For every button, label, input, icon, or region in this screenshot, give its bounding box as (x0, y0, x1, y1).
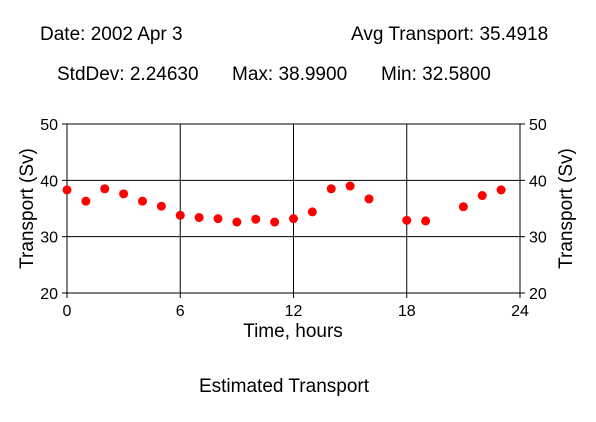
min-label: Min: 32.5800 (381, 64, 491, 85)
data-point (232, 217, 242, 227)
data-point (138, 196, 147, 206)
data-point (345, 181, 355, 191)
data-point (421, 216, 431, 226)
data-point (194, 213, 204, 223)
date-label: Date: 2002 Apr 3 (40, 24, 183, 45)
data-point (213, 214, 223, 224)
y-tick-label-right: 40 (529, 173, 547, 190)
data-point (289, 214, 298, 224)
stddev-label: StdDev: 2.24630 (57, 64, 199, 85)
data-point (477, 191, 487, 201)
y-axis-label-left: Transport (Sv) (17, 148, 38, 269)
x-tick-label: 0 (63, 303, 72, 320)
max-label: Max: 38.9900 (232, 64, 348, 85)
y-tick-label-left: 50 (40, 117, 58, 134)
y-tick-label-left: 30 (40, 230, 58, 247)
x-axis-label: Time, hours (243, 321, 343, 342)
chart-title: Estimated Transport (199, 376, 370, 397)
x-tick-label: 12 (285, 303, 303, 320)
y-tick-label-right: 30 (529, 230, 547, 247)
y-axis-label-right: Transport (Sv) (556, 148, 577, 269)
x-tick-label: 18 (398, 303, 416, 320)
data-point (496, 185, 506, 195)
y-tick-label-left: 20 (40, 286, 58, 303)
data-point (326, 184, 336, 194)
data-point (458, 202, 468, 212)
data-point (402, 215, 412, 225)
data-point (100, 184, 110, 194)
avg-transport-label: Avg Transport: 35.4918 (351, 24, 549, 45)
data-point (81, 196, 91, 206)
y-tick-label-right: 20 (529, 286, 547, 303)
data-point (251, 214, 261, 224)
y-tick-label-right: 50 (529, 117, 547, 134)
data-point (156, 201, 166, 211)
data-point (62, 185, 72, 195)
x-tick-label: 24 (511, 303, 529, 320)
y-tick-label-left: 40 (40, 173, 58, 190)
data-point (307, 207, 317, 217)
data-point (270, 217, 280, 227)
data-point (175, 210, 185, 220)
data-point (119, 189, 129, 199)
x-tick-label: 6 (176, 303, 185, 320)
data-point (364, 194, 374, 204)
